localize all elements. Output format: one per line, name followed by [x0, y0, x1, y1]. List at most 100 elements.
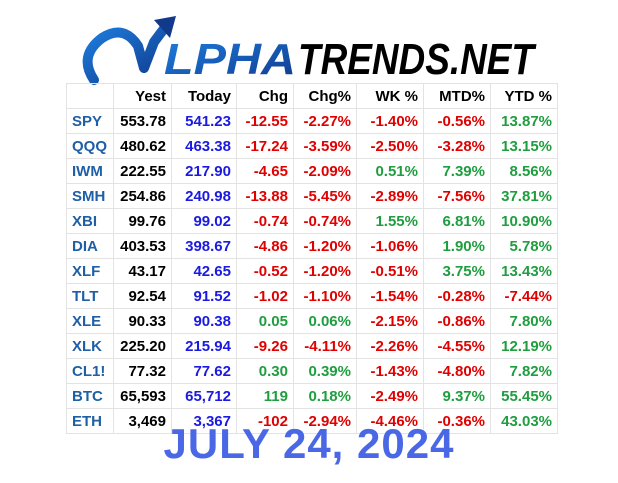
table-row: DIA 403.53 398.67 -4.86 -1.20% -1.06% 1.90% 5.7…: [66, 233, 558, 259]
cell-today: 91.52: [171, 283, 237, 309]
table-row: XLK 225.20 215.94 -9.26 -4.11% -2.26% -4.55% 12…: [66, 333, 558, 359]
alphatrends-logo: LPHA TRENDS.NET: [82, 16, 537, 85]
table-row: TLT 92.54 91.52 -1.02 -1.10% -1.54% -0.28% -7.4…: [66, 283, 558, 309]
cell-mtd: 7.39%: [423, 158, 491, 184]
cell-today: 398.67: [171, 233, 237, 259]
cell-symbol: IWM: [66, 158, 114, 184]
table-row: IWM 222.55 217.90 -4.65 -2.09% 0.51% 7.39% 8.56…: [66, 158, 558, 184]
cell-wk: -2.49%: [356, 383, 424, 409]
cell-chg-pct: -0.74%: [293, 208, 357, 234]
cell-yest: 65,593: [113, 383, 172, 409]
cell-wk: 1.55%: [356, 208, 424, 234]
cell-chg: -12.55: [236, 108, 294, 134]
cell-chg-pct: 0.39%: [293, 358, 357, 384]
cell-ytd: 37.81%: [490, 183, 558, 209]
cell-symbol: XLF: [66, 258, 114, 284]
logo-text-lpha: LPHA: [164, 35, 296, 84]
cell-symbol: ETH: [66, 408, 114, 434]
cell-mtd: -4.80%: [423, 358, 491, 384]
column-header-chg: Chg%: [293, 83, 357, 109]
cell-chg-pct: -3.59%: [293, 133, 357, 159]
table-row: QQQ 480.62 463.38 -17.24 -3.59% -2.50% -3.28% 1…: [66, 133, 558, 159]
cell-yest: 225.20: [113, 333, 172, 359]
cell-symbol: XLK: [66, 333, 114, 359]
cell-mtd: 3.75%: [423, 258, 491, 284]
cell-wk: -0.51%: [356, 258, 424, 284]
table-row: XLF 43.17 42.65 -0.52 -1.20% -0.51% 3.75% 13.43…: [66, 258, 558, 284]
cell-chg: -102: [236, 408, 294, 434]
cell-symbol: QQQ: [66, 133, 114, 159]
cell-ytd: 12.19%: [490, 333, 558, 359]
cell-today: 42.65: [171, 258, 237, 284]
cell-today: 99.02: [171, 208, 237, 234]
cell-symbol: XBI: [66, 208, 114, 234]
cell-chg-pct: -2.09%: [293, 158, 357, 184]
cell-chg: 0.30: [236, 358, 294, 384]
cell-symbol: TLT: [66, 283, 114, 309]
cell-chg: -4.65: [236, 158, 294, 184]
cell-yest: 90.33: [113, 308, 172, 334]
table-header-row: Yest Today Chg Chg% WK % MTD% YTD %: [66, 83, 558, 109]
cell-wk: -2.89%: [356, 183, 424, 209]
cell-ytd: 7.82%: [490, 358, 558, 384]
column-header-today: Today: [171, 83, 237, 109]
cell-symbol: SPY: [66, 108, 114, 134]
cell-wk: -2.50%: [356, 133, 424, 159]
cell-today: 215.94: [171, 333, 237, 359]
cell-chg: 0.05: [236, 308, 294, 334]
cell-mtd: -3.28%: [423, 133, 491, 159]
cell-today: 77.62: [171, 358, 237, 384]
report-date: JULY 24, 2024: [163, 420, 455, 467]
cell-mtd: 9.37%: [423, 383, 491, 409]
cell-ytd: 10.90%: [490, 208, 558, 234]
cell-yest: 553.78: [113, 108, 172, 134]
cell-symbol: CL1!: [66, 358, 114, 384]
cell-mtd: -0.56%: [423, 108, 491, 134]
cell-today: 90.38: [171, 308, 237, 334]
table-row: SMH 254.86 240.98 -13.88 -5.45% -2.89% -7.56% 3…: [66, 183, 558, 209]
cell-symbol: BTC: [66, 383, 114, 409]
cell-chg-pct: -4.11%: [293, 333, 357, 359]
cell-symbol: XLE: [66, 308, 114, 334]
cell-chg-pct: 0.06%: [293, 308, 357, 334]
cell-today: 217.90: [171, 158, 237, 184]
cell-ytd: 13.87%: [490, 108, 558, 134]
cell-today: 463.38: [171, 133, 237, 159]
cell-mtd: -4.55%: [423, 333, 491, 359]
cell-chg-pct: -1.10%: [293, 283, 357, 309]
cell-yest: 77.32: [113, 358, 172, 384]
cell-today: 240.98: [171, 183, 237, 209]
cell-mtd: -0.86%: [423, 308, 491, 334]
cell-chg: -9.26: [236, 333, 294, 359]
cell-ytd: 43.03%: [490, 408, 558, 434]
cell-mtd: -0.28%: [423, 283, 491, 309]
cell-ytd: 7.80%: [490, 308, 558, 334]
table-row: CL1! 77.32 77.62 0.30 0.39% -1.43% -4.80% 7.82%: [66, 358, 558, 384]
cell-ytd: 5.78%: [490, 233, 558, 259]
cell-wk: -2.26%: [356, 333, 424, 359]
column-header-chg: Chg: [236, 83, 294, 109]
logo-alpha-arrow-icon: [82, 16, 176, 85]
cell-yest: 480.62: [113, 133, 172, 159]
cell-yest: 43.17: [113, 258, 172, 284]
cell-ytd: 13.15%: [490, 133, 558, 159]
cell-wk: -1.40%: [356, 108, 424, 134]
cell-ytd: -7.44%: [490, 283, 558, 309]
cell-chg: -0.74: [236, 208, 294, 234]
cell-wk: -2.15%: [356, 308, 424, 334]
table-row: XLE 90.33 90.38 0.05 0.06% -2.15% -0.86% 7.80%: [66, 308, 558, 334]
cell-symbol: SMH: [66, 183, 114, 209]
cell-chg-pct: -1.20%: [293, 258, 357, 284]
cell-ytd: 8.56%: [490, 158, 558, 184]
cell-yest: 3,469: [113, 408, 172, 434]
cell-today: 65,712: [171, 383, 237, 409]
cell-ytd: 55.45%: [490, 383, 558, 409]
cell-chg-pct: -1.20%: [293, 233, 357, 259]
market-quotes-table: Yest Today Chg Chg% WK % MTD% YTD % SPY 553.78 5…: [66, 83, 558, 434]
cell-chg: -4.86: [236, 233, 294, 259]
cell-wk: 0.51%: [356, 158, 424, 184]
cell-mtd: -7.56%: [423, 183, 491, 209]
column-header-mtd: MTD%: [423, 83, 491, 109]
cell-mtd: 1.90%: [423, 233, 491, 259]
table-row: BTC 65,593 65,712 119 0.18% -2.49% 9.37% 55.45%: [66, 383, 558, 409]
